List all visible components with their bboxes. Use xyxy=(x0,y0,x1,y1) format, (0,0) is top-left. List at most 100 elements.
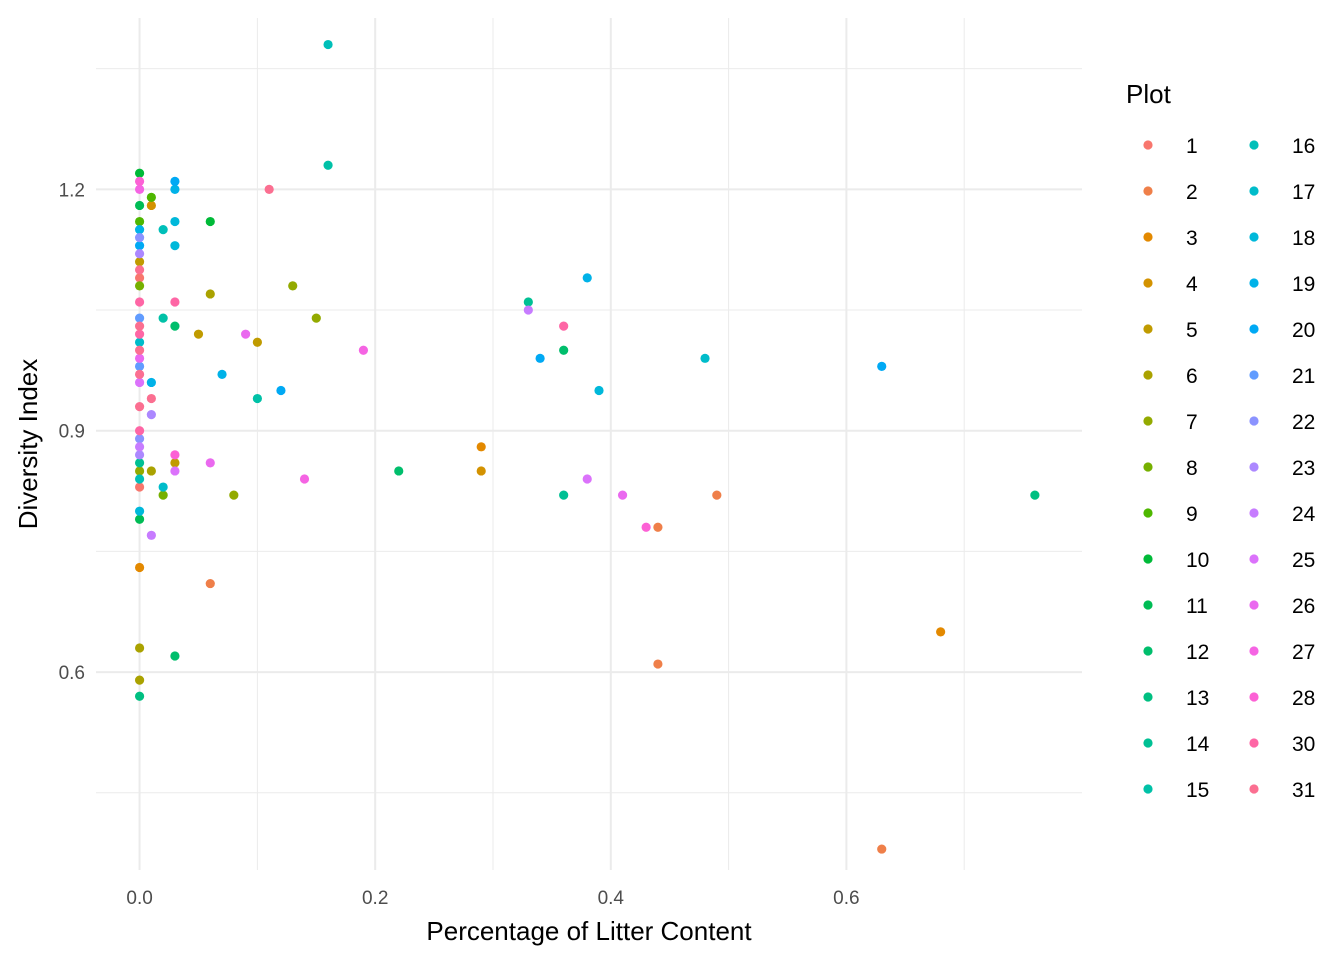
point-plot-7 xyxy=(134,466,145,476)
point-plot-2 xyxy=(653,522,663,532)
point-plot-31 xyxy=(134,369,145,380)
x-tick-label: 0.4 xyxy=(598,888,625,909)
legend-label-15: 15 xyxy=(1186,779,1209,802)
x-tick-label: 0.2 xyxy=(362,888,388,909)
legend-label-1: 1 xyxy=(1186,135,1198,158)
point-plot-16 xyxy=(158,224,168,235)
point-plot-9 xyxy=(134,216,145,227)
legend-label-19: 19 xyxy=(1292,273,1315,296)
legend-key-22 xyxy=(1249,416,1259,426)
legend-label-16: 16 xyxy=(1292,135,1315,158)
point-plot-31 xyxy=(134,345,145,355)
point-plot-10 xyxy=(134,168,145,178)
legend-label-2: 2 xyxy=(1186,181,1198,204)
point-plot-10 xyxy=(205,216,215,227)
point-plot-15 xyxy=(252,393,262,404)
legend-key-8 xyxy=(1143,462,1153,472)
point-plot-16 xyxy=(323,39,333,50)
point-plot-25 xyxy=(134,377,145,388)
point-plot-14 xyxy=(523,297,533,307)
point-plot-27 xyxy=(358,345,369,355)
point-plot-2 xyxy=(653,659,663,669)
point-plot-30 xyxy=(559,321,569,331)
point-plot-31 xyxy=(146,393,156,404)
point-plot-5 xyxy=(170,458,180,468)
point-plot-12 xyxy=(170,321,180,331)
legend-label-21: 21 xyxy=(1292,365,1315,388)
point-plot-17 xyxy=(158,482,168,492)
legend-label-7: 7 xyxy=(1186,411,1198,434)
legend-key-27 xyxy=(1249,646,1259,656)
point-plot-20 xyxy=(170,176,180,186)
legend-key-24 xyxy=(1249,508,1259,518)
point-plot-6 xyxy=(205,289,215,299)
point-plot-26 xyxy=(134,353,145,363)
legend-label-24: 24 xyxy=(1292,503,1316,526)
legend-key-7 xyxy=(1143,416,1153,426)
point-plot-20 xyxy=(535,353,545,363)
point-plot-7 xyxy=(288,281,298,291)
legend-key-14 xyxy=(1143,738,1153,748)
point-plot-3 xyxy=(476,442,486,452)
point-plot-23 xyxy=(134,450,145,460)
point-plot-31 xyxy=(134,265,145,275)
minor-grid xyxy=(96,18,1082,870)
legend-key-20 xyxy=(1249,324,1259,334)
legend-key-2 xyxy=(1143,186,1153,196)
legend-key-21 xyxy=(1249,370,1259,380)
legend-label-13: 13 xyxy=(1186,687,1209,710)
legend-label-22: 22 xyxy=(1292,411,1315,434)
legend-key-28 xyxy=(1249,692,1259,702)
point-plot-19 xyxy=(217,369,227,380)
x-axis-title: Percentage of Litter Content xyxy=(426,916,752,946)
legend-key-11 xyxy=(1143,600,1153,610)
point-plot-19 xyxy=(582,273,592,283)
x-tick-label: 0.0 xyxy=(126,888,152,909)
point-plot-15 xyxy=(323,160,333,170)
y-tick-label: 0.6 xyxy=(59,663,85,684)
point-plot-21 xyxy=(134,361,145,371)
point-plot-13 xyxy=(134,691,145,701)
point-plot-14 xyxy=(134,458,145,468)
legend-label-20: 20 xyxy=(1292,319,1315,342)
point-plot-7 xyxy=(311,313,321,323)
point-plot-8 xyxy=(158,490,168,500)
legend: Plot 12345678910111213141516171819202122… xyxy=(1126,79,1316,802)
point-plot-6 xyxy=(134,643,145,653)
point-plot-28 xyxy=(134,176,145,186)
point-plot-17 xyxy=(700,353,710,363)
point-plot-17 xyxy=(134,337,145,347)
point-plot-4 xyxy=(146,200,156,211)
point-plot-19 xyxy=(146,377,156,388)
point-plot-18 xyxy=(594,385,604,396)
legend-label-12: 12 xyxy=(1186,641,1209,664)
legend-key-13 xyxy=(1143,692,1153,702)
legend-key-4 xyxy=(1143,278,1153,288)
legend-key-10 xyxy=(1143,554,1153,564)
legend-label-9: 9 xyxy=(1186,503,1198,526)
legend-key-12 xyxy=(1143,646,1153,656)
point-plot-23 xyxy=(134,249,145,259)
legend-key-31 xyxy=(1249,784,1259,794)
legend-key-15 xyxy=(1143,784,1153,794)
point-plot-12 xyxy=(394,466,404,476)
point-plot-3 xyxy=(936,627,946,637)
legend-label-6: 6 xyxy=(1186,365,1198,388)
y-axis-ticks: 0.6 0.9 1.2 xyxy=(59,180,85,684)
legend-key-9 xyxy=(1143,508,1153,518)
legend-key-17 xyxy=(1249,186,1259,196)
point-plot-12 xyxy=(170,651,180,661)
point-plot-14 xyxy=(559,490,569,500)
legend-label-26: 26 xyxy=(1292,595,1315,618)
legend-label-30: 30 xyxy=(1292,733,1315,756)
point-plot-24 xyxy=(134,442,145,452)
point-plot-3 xyxy=(134,562,145,573)
point-plot-30 xyxy=(134,297,145,307)
data-points xyxy=(134,39,1040,854)
point-plot-25 xyxy=(582,474,592,484)
legend-label-31: 31 xyxy=(1292,779,1315,802)
point-plot-2 xyxy=(205,578,215,589)
point-plot-22 xyxy=(134,434,145,444)
y-tick-label: 0.9 xyxy=(59,422,85,443)
